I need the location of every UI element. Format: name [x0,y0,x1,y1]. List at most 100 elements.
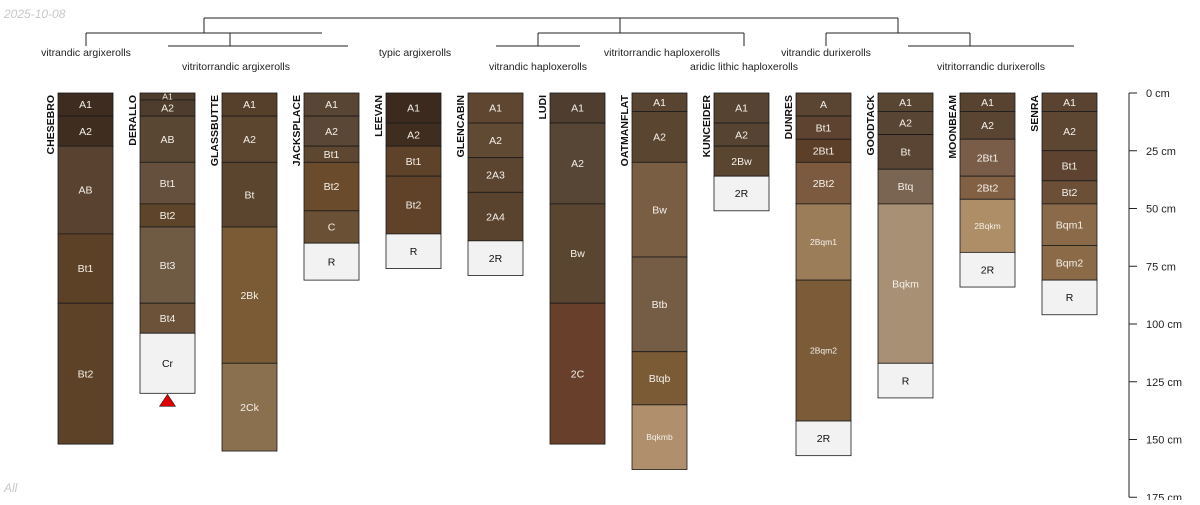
horizon-block [959,111,1016,140]
horizon-label: A2 [735,129,748,141]
soil-profile: KUNCEIDER A1 A2 2Bw 2R [701,92,770,212]
horizon-label: A1 [653,97,666,109]
horizon-label: 2Bqm1 [810,237,837,247]
axis-tick-label: 125 cm [1146,377,1182,389]
horizon-block [795,420,852,457]
horizon-label: A1 [407,103,420,115]
horizon-label: 2Bk [240,290,259,302]
horizon-block [57,145,114,235]
horizon-label: Btqb [649,373,671,385]
horizon-block [631,404,688,470]
profile-name: DUNRES [783,95,795,139]
horizon-label: Bt2 [324,181,340,193]
horizon-block [877,362,934,399]
profile-name: KUNCEIDER [701,95,713,158]
horizon-block [877,168,934,205]
axis-tick-label: 50 cm [1146,204,1176,216]
axis-tick-label: 150 cm [1146,435,1182,447]
horizon-block [795,279,852,422]
soil-profile: JACKSPLACE A1 A2 Bt1 Bt2 C R [291,92,360,281]
horizon-label: A1 [243,99,256,111]
taxon-label: vitrandic durixerolls [781,47,871,59]
axis-tick-label: 100 cm [1146,319,1182,331]
horizon-label: Bt2 [78,368,94,380]
horizon-block [631,161,688,258]
horizon-label: Bt1 [78,263,94,275]
horizon-block [139,302,196,334]
horizon-block [385,175,442,235]
horizon-block [631,256,688,353]
horizon-label: A1 [899,97,912,109]
horizon-block [57,302,114,445]
horizon-label: Bt3 [160,260,176,272]
horizon-block [221,362,278,452]
horizon-label: Bt [901,147,911,159]
horizon-block [57,233,114,304]
taxon-label: aridic lithic haploxerolls [690,61,798,73]
horizon-label: Btb [652,299,668,311]
horizon-label: 2Bqkm [974,221,1000,231]
bedrock-marker [158,393,177,407]
horizon-block [877,203,934,364]
horizon-block [549,122,606,205]
taxon-label: vitritorrandic durixerolls [937,61,1045,73]
horizon-label: 2Bw [731,156,752,168]
horizon-label: A2 [899,118,912,130]
horizon-label: 2R [981,264,995,276]
horizon-block [795,161,852,205]
horizon-label: 2A3 [486,170,505,182]
profile-name: MOONBEAM [947,95,959,159]
horizon-label: A2 [325,126,338,138]
horizon-label: Bt2 [406,200,422,212]
horizon-label: AB [78,185,92,197]
dendrogram [85,17,1074,47]
horizon-label: 2R [489,253,503,265]
horizon-label: Bqm1 [1056,219,1084,231]
horizon-block [959,198,1016,253]
profile-name: GLENCABIN [455,95,467,157]
horizon-label: Cr [162,358,174,370]
horizon-block [57,115,114,147]
soil-profile: GLASSBUTTE A1 A2 Bt 2Bk 2Ck [209,92,278,452]
horizon-label: A1 [489,103,502,115]
horizon-label: Bt2 [1062,187,1078,199]
soil-profile: OATMANFLAT A1 A2 Bw Btb Btqb Bqkmb [619,92,688,470]
horizon-label: AB [160,134,174,146]
horizon-label: R [902,375,910,387]
horizon-label: A1 [162,91,173,101]
horizon-label: Bw [652,204,667,216]
horizon-label: A2 [653,132,666,144]
horizon-label: R [328,256,336,268]
horizon-label: 2Bt2 [813,178,835,190]
horizon-block [139,115,196,163]
soil-profile: MOONBEAM A1 A2 2Bt1 2Bt2 2Bqkm 2R [947,92,1016,288]
horizon-block [631,111,688,163]
profile-name: CHESEBRO [45,95,57,155]
soil-profile: GLENCABIN A1 A2 2A3 2A4 2R [455,92,524,276]
soil-profile: DUNRES A Bt1 2Bt1 2Bt2 2Bqm1 2Bqm2 2R [783,92,852,457]
horizon-block [221,161,278,228]
horizon-label: A2 [79,126,92,138]
horizon-label: Bt1 [324,149,340,161]
horizon-block [303,242,360,281]
horizon-label: Bt [245,189,255,201]
horizon-label: A1 [571,103,584,115]
horizon-block [713,175,770,212]
soil-profile: LUDI A1 A2 Bw 2C [537,92,606,445]
axis-tick-label: 75 cm [1146,261,1176,273]
horizon-label: Btq [898,181,914,193]
profile-name: JACKSPLACE [291,95,303,166]
footer-label: All [3,481,18,495]
taxon-label: vitritorrandic haploxerolls [604,47,720,59]
horizon-label: Bt4 [160,313,176,325]
horizon-label: 2Bt1 [813,145,835,157]
horizon-block [139,161,196,205]
soil-profile: GOODTACK A1 A2 Bt Btq Bqkm R [865,92,934,399]
horizon-block [221,226,278,364]
horizon-label: A1 [1063,97,1076,109]
horizon-label: A1 [735,103,748,115]
soil-profile: CHESEBRO A1 A2 AB Bt1 Bt2 [45,92,114,445]
